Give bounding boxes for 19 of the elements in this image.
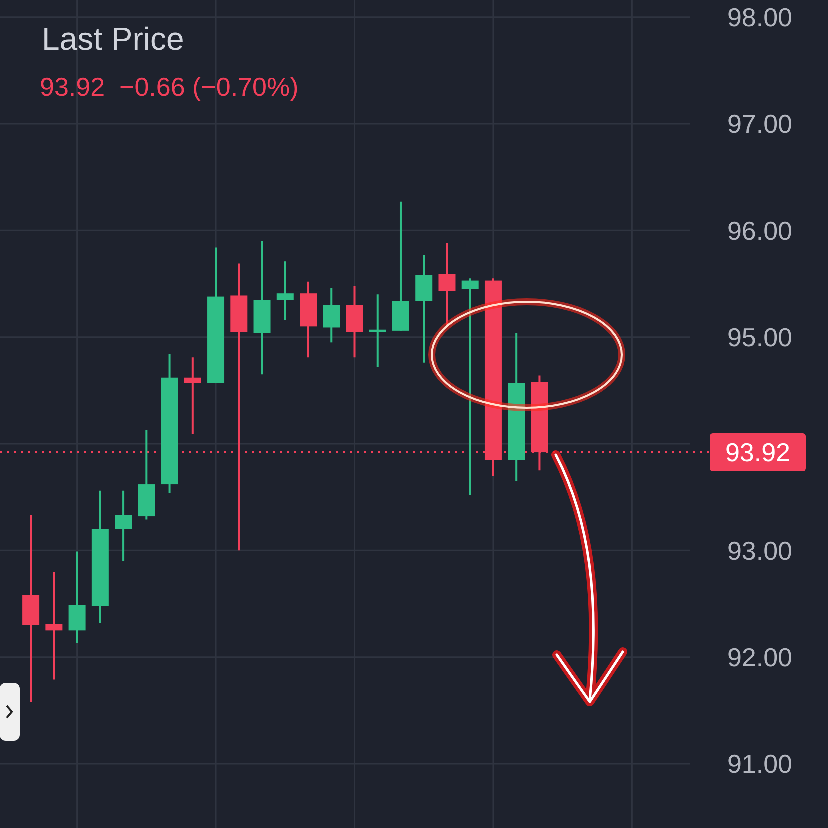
ref-line-label: 93.92	[725, 438, 791, 468]
y-tick-label: 93.00	[727, 536, 793, 566]
y-tick-label: 98.00	[727, 2, 793, 32]
y-tick-label: 91.00	[727, 749, 793, 780]
candlestick	[115, 490, 132, 562]
candlestick	[230, 262, 248, 552]
candlestick	[46, 571, 63, 681]
y-tick-label: 96.00	[727, 216, 793, 246]
y-tick-label: 97.00	[727, 109, 793, 140]
candlestick	[184, 356, 202, 436]
text: 93.92 −0.66 (−0.70%)	[40, 72, 299, 102]
y-tick-label: 92.00	[727, 642, 793, 672]
candlestick	[438, 242, 456, 328]
text: Last Price	[42, 21, 184, 57]
candlestick	[323, 287, 340, 344]
candlestick	[276, 260, 294, 322]
y-tick-label: 95.00	[727, 322, 793, 352]
candlestick	[462, 278, 479, 496]
candlestick	[369, 294, 386, 368]
